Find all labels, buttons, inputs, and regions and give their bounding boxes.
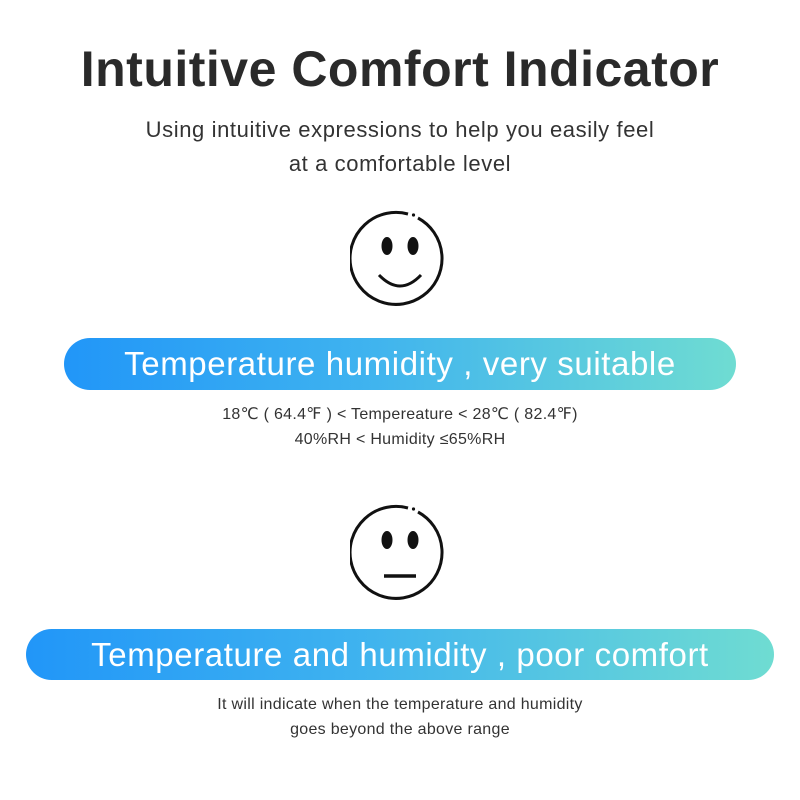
subtitle-line-2: at a comfortable level [288,151,512,176]
poor-comfort-note-line-1: It will indicate when the temperature an… [217,696,583,713]
poor-comfort-note-line-2: goes beyond the above range [290,721,510,738]
page-title: Intuitive Comfort Indicator [80,41,720,97]
subtitle-line-1: Using intuitive expressions to help you … [145,117,655,142]
comfort-state-suitable-banner: Temperature humidity , very suitable [64,338,736,390]
neutral-face-icon [350,504,444,600]
smiling-face-icon [350,210,444,306]
comfort-state-poor-banner: Temperature and humidity , poor comfort [26,629,774,680]
temperature-range-text: 18℃ ( 64.4℉ ) < Tempereature < 28℃ ( 82.… [222,406,578,423]
humidity-range-text: 40%RH < Humidity ≤65%RH [294,431,506,448]
